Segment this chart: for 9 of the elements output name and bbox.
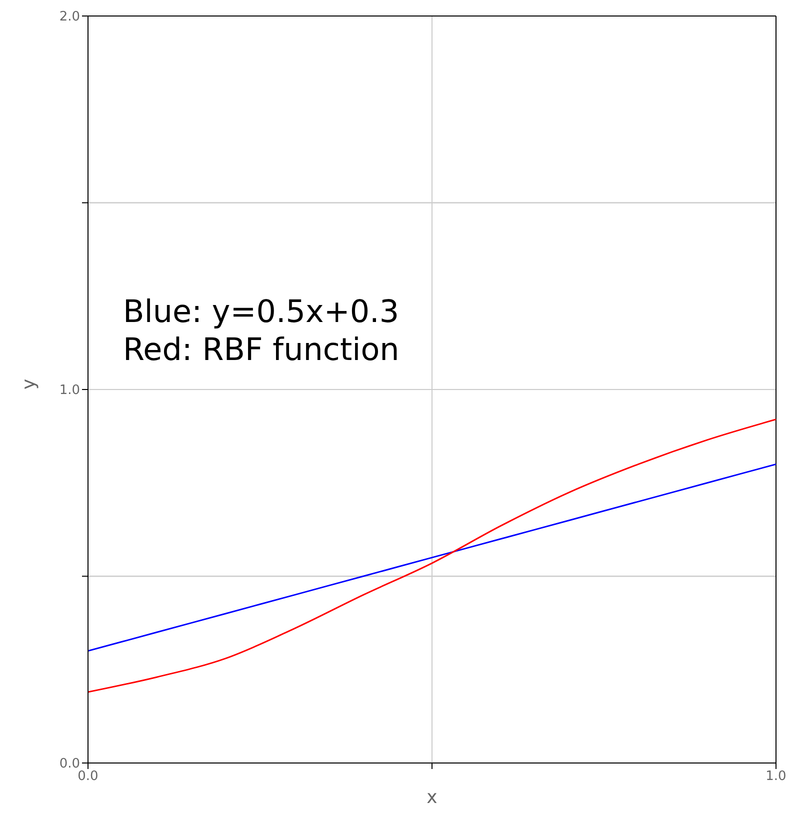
x-axis-title: x	[426, 787, 438, 808]
y-axis-title: y	[18, 378, 40, 390]
annotation: Blue: y=0.5x+0.3	[123, 293, 400, 331]
y-tick-label: 2.0	[59, 10, 80, 25]
line-series	[88, 418, 776, 693]
line-series	[88, 463, 776, 652]
y-tick-label: 0.0	[59, 756, 80, 772]
annotation: Red: RBF function	[123, 331, 400, 369]
y-tick-label: 1.0	[59, 383, 80, 398]
